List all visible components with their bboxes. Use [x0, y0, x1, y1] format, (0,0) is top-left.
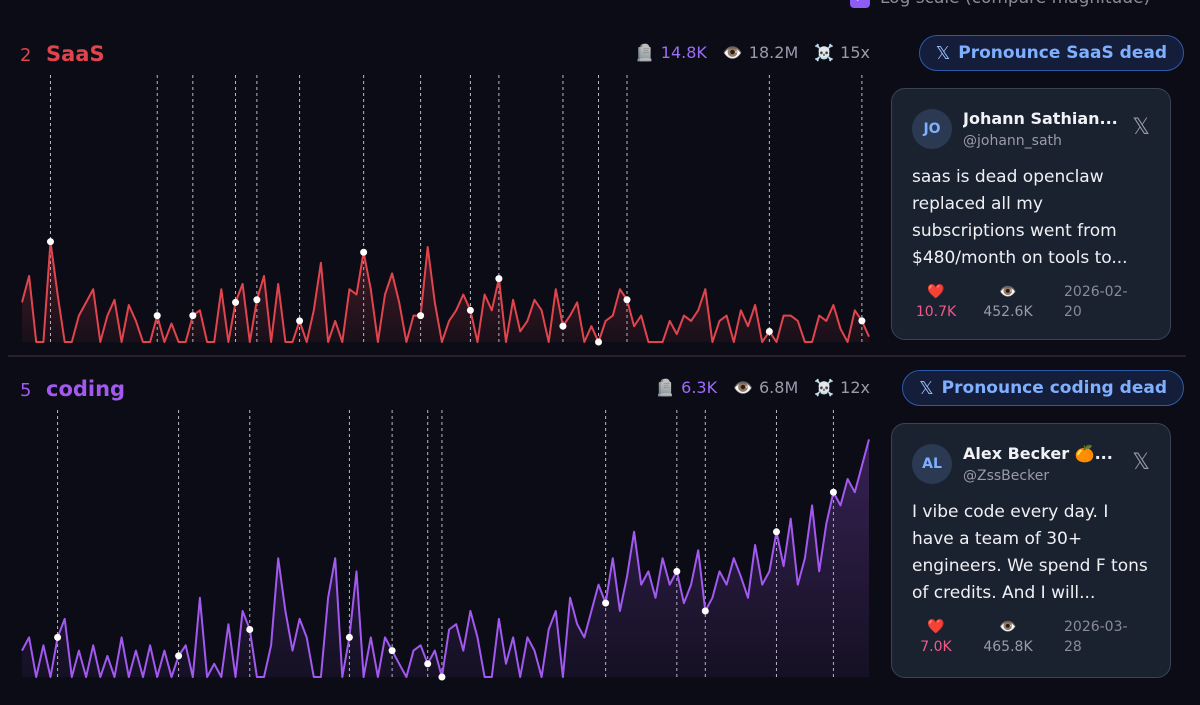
event-marker-dot: [232, 298, 240, 306]
panel-rank: 5: [20, 380, 32, 401]
log-scale-checkbox[interactable]: ✓: [850, 0, 870, 8]
panel-stats: 🪦 6.3K 👁️ 6.8M ☠️ 12x: [655, 378, 870, 397]
tweet-text: I vibe code every day. I have a team of …: [912, 502, 1148, 603]
event-marker-dot: [54, 633, 62, 641]
avatar: JO: [912, 109, 952, 149]
views-stat: 👁️ 18.2M: [723, 43, 798, 62]
event-marker-dot: [701, 607, 709, 615]
event-marker-dot: [175, 652, 183, 660]
gravestone-icon: 🪦: [634, 43, 655, 62]
eye-icon: 👁️: [999, 284, 1017, 300]
tweet-author-handle[interactable]: @johann_sath: [963, 133, 1062, 149]
multiplier-value: 15x: [840, 43, 870, 62]
panel-name: coding: [46, 377, 126, 401]
graves-count: 14.8K: [660, 43, 707, 62]
pronounce-dead-button[interactable]: 𝕏 Pronounce coding dead: [902, 370, 1184, 406]
tweet-card[interactable]: AL Alex Becker 🍊... @ZssBecker 𝕏 I vibe …: [891, 423, 1171, 678]
trend-chart: [21, 75, 870, 346]
graves-stat: 🪦 14.8K: [635, 43, 707, 62]
event-marker-dot: [345, 633, 353, 641]
views-count: 452.6K: [983, 304, 1033, 320]
multiplier-value: 12x: [840, 378, 870, 397]
likes-count: 7.0K: [920, 639, 952, 655]
event-marker-dot: [495, 275, 503, 283]
event-marker-dot: [388, 647, 396, 655]
event-marker-dot: [153, 312, 161, 320]
skull-icon: ☠️: [814, 378, 835, 397]
tweet-likes: ❤️ 7.0K: [911, 617, 961, 657]
event-marker-dot: [189, 312, 197, 320]
views-count: 465.8K: [983, 639, 1033, 655]
panel-divider: [8, 355, 1186, 357]
tweet-likes: ❤️ 10.7K: [911, 282, 961, 322]
eye-icon: 👁️: [999, 619, 1017, 635]
graves-stat: 🪦 6.3K: [655, 378, 717, 397]
eye-icon: 👁️: [733, 378, 753, 397]
tweet-views: 👁️ 465.8K: [978, 617, 1038, 657]
views-count: 6.8M: [759, 378, 799, 397]
tweet-views: 👁️ 452.6K: [978, 282, 1038, 322]
graves-count: 6.3K: [681, 378, 718, 397]
event-marker-dot: [765, 327, 773, 335]
multiplier-stat: ☠️ 12x: [814, 378, 870, 397]
views-count: 18.2M: [748, 43, 799, 62]
event-marker-dot: [602, 599, 610, 607]
tweet-author-handle[interactable]: @ZssBecker: [963, 468, 1050, 484]
eye-icon: 👁️: [722, 43, 743, 62]
event-marker-dot: [829, 488, 837, 496]
avatar: AL: [912, 444, 952, 484]
event-marker-dot: [296, 317, 304, 325]
x-logo-icon[interactable]: 𝕏: [1132, 450, 1150, 475]
event-marker-dot: [417, 312, 425, 320]
series-line: [21, 439, 870, 678]
x-logo-icon: 𝕏: [919, 377, 934, 399]
series-line: [21, 240, 870, 343]
multiplier-stat: ☠️ 15x: [814, 43, 870, 62]
event-marker-dot: [623, 296, 631, 304]
tweet-author-name[interactable]: Johann Sathian...: [963, 109, 1118, 128]
heart-icon: ❤️: [927, 284, 945, 300]
log-scale-label: Log scale (compare magnitude): [880, 0, 1150, 8]
log-scale-toggle[interactable]: ✓ Log scale (compare magnitude): [850, 0, 1150, 8]
panel-name: SaaS: [46, 42, 105, 66]
heart-icon: ❤️: [927, 619, 945, 635]
pronounce-dead-label: Pronounce SaaS dead: [958, 43, 1167, 63]
tweet-card[interactable]: JO Johann Sathian... @johann_sath 𝕏 saas…: [891, 88, 1171, 340]
event-marker-dot: [772, 528, 780, 536]
event-marker-dot: [360, 248, 368, 256]
tweet-date: 2026-02-20: [1064, 284, 1128, 320]
event-marker-dot: [438, 673, 446, 681]
series-area: [22, 439, 869, 677]
pronounce-dead-button[interactable]: 𝕏 Pronounce SaaS dead: [918, 35, 1184, 71]
x-logo-icon[interactable]: 𝕏: [1132, 115, 1150, 140]
event-marker-dot: [559, 322, 567, 330]
event-marker-dot: [673, 567, 681, 575]
tweet-text: saas is dead openclaw replaced all my su…: [912, 167, 1128, 268]
panel-stats: 🪦 14.8K 👁️ 18.2M ☠️ 15x: [635, 43, 870, 62]
event-marker-dot: [595, 338, 603, 346]
tweet-author-name[interactable]: Alex Becker 🍊...: [963, 444, 1113, 463]
panel-rank: 2: [20, 45, 32, 66]
series-area: [22, 241, 869, 342]
views-stat: 👁️ 6.8M: [733, 378, 798, 397]
event-marker-dot: [46, 238, 54, 246]
tweet-date: 2026-03-28: [1064, 619, 1128, 655]
event-marker-dot: [466, 306, 474, 314]
event-marker-dot: [424, 660, 432, 668]
gravestone-icon: 🪦: [655, 378, 676, 397]
pronounce-dead-label: Pronounce coding dead: [941, 378, 1167, 398]
trend-chart: [21, 410, 870, 681]
x-logo-icon: 𝕏: [935, 42, 951, 64]
event-marker-dot: [253, 296, 261, 304]
event-marker-dot: [246, 625, 254, 633]
event-marker-dot: [858, 317, 866, 325]
skull-icon: ☠️: [814, 43, 835, 62]
likes-count: 10.7K: [915, 304, 957, 320]
